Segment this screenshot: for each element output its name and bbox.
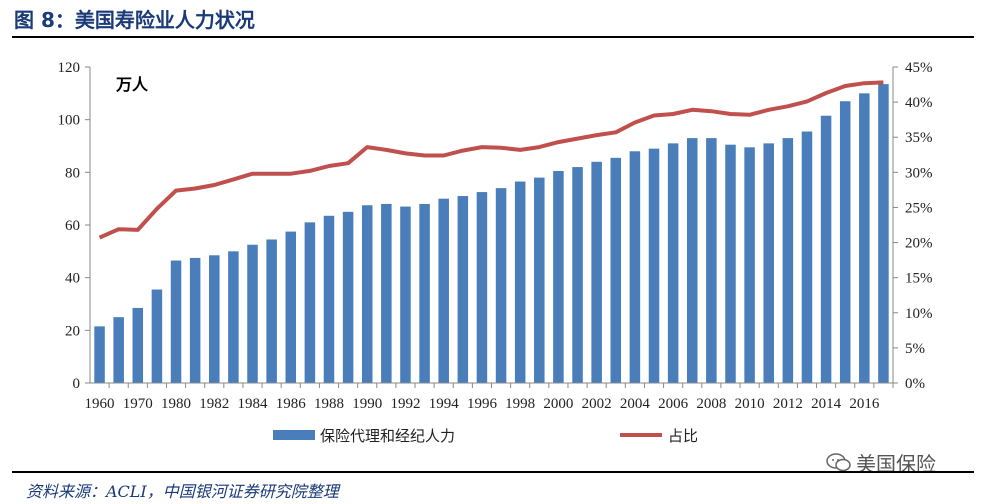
- wechat-icon: [826, 452, 851, 471]
- bar-1984: [247, 244, 258, 383]
- legend: 保险代理和经纪人力 占比: [273, 427, 698, 445]
- source-note: 资料来源：ACLI，中国银河证券研究院整理: [26, 482, 339, 501]
- bar-2016: [859, 93, 870, 383]
- x-tick-label: 2006: [658, 396, 689, 412]
- left-tick-label: 80: [65, 165, 80, 181]
- bar-2008: [706, 138, 717, 383]
- left-tick-label: 120: [58, 60, 81, 76]
- bar-1990: [361, 205, 373, 383]
- x-tick-label: 2002: [582, 396, 612, 412]
- bar-1992: [400, 206, 411, 383]
- x-tick-label: 1992: [390, 396, 420, 412]
- x-tick-label: 2014: [811, 396, 842, 412]
- legend-bar-swatch: [273, 430, 315, 440]
- x-tick-label: 2008: [696, 396, 726, 412]
- bar-2003: [610, 157, 622, 383]
- left-tick-label: 100: [58, 113, 81, 129]
- bar-2006: [667, 143, 679, 383]
- bar-2002: [591, 161, 602, 383]
- left-tick-label: 20: [65, 323, 80, 339]
- bar-1989: [342, 211, 354, 383]
- bar-1991: [381, 203, 392, 383]
- left-axis: 0 20 40 60 80 100 120: [58, 60, 91, 392]
- right-tick-label: 25%: [905, 200, 933, 216]
- bar-2000: [553, 171, 564, 383]
- bar-2009: [725, 144, 736, 383]
- bar-1975: [151, 289, 163, 383]
- bar-1998: [514, 181, 526, 383]
- share-line: [98, 80, 884, 240]
- right-tick-label: 5%: [905, 341, 925, 357]
- bar-1960: [94, 326, 105, 383]
- bar-1994: [438, 198, 449, 383]
- figure-title: 图 8：美国寿险业人力状况: [14, 8, 255, 32]
- legend-line-label: 占比: [668, 427, 698, 445]
- bar-2011: [763, 143, 774, 383]
- unit-label: 万人: [115, 75, 149, 94]
- bar-1985: [266, 239, 277, 383]
- left-tick-label: 60: [65, 218, 80, 234]
- x-tick-label: 1980: [161, 396, 191, 412]
- bar-1970: [132, 307, 144, 383]
- bar-series: [94, 84, 889, 383]
- right-tick-label: 0%: [905, 376, 925, 392]
- x-tick-label: 1994: [429, 396, 460, 412]
- bar-2017: [878, 84, 889, 383]
- bar-1986: [285, 231, 297, 383]
- chart: 0 20 40 60 80 100 120 0% 5% 10% 15% 20% 25% 30% 35% 40…: [58, 60, 933, 445]
- x-tick-label: 2010: [735, 396, 765, 412]
- right-tick-label: 35%: [905, 130, 933, 146]
- bar-1993: [419, 203, 430, 383]
- bar-1982: [209, 255, 220, 383]
- bar-2004: [629, 151, 641, 383]
- right-axis: 0% 5% 10% 15% 20% 25% 30% 35% 40% 45%: [892, 60, 933, 392]
- right-tick-label: 40%: [905, 95, 933, 111]
- right-tick-label: 30%: [905, 165, 933, 181]
- bar-1987: [304, 222, 316, 383]
- bar-1999: [534, 177, 545, 383]
- bar-1983: [228, 251, 239, 383]
- x-tick-label: 1982: [199, 396, 229, 412]
- x-axis: 1960 1970 1980 1982 1984 1986 1988 1990 1992 1994…: [85, 382, 894, 412]
- x-tick-label: 1990: [352, 396, 382, 412]
- right-tick-label: 20%: [905, 236, 933, 252]
- bottom-divider: [12, 471, 974, 473]
- bar-1965: [113, 317, 124, 383]
- bar-2013: [801, 131, 813, 383]
- bar-2015: [839, 101, 851, 383]
- x-tick-label: 1960: [85, 396, 115, 412]
- top-divider: [12, 36, 974, 38]
- x-tick-label: 1988: [314, 396, 344, 412]
- right-tick-label: 15%: [905, 271, 933, 287]
- x-tick-label: 1996: [467, 396, 498, 412]
- x-tick-label: 1998: [505, 396, 535, 412]
- bar-1980: [170, 260, 182, 383]
- x-tick-label: 2000: [543, 396, 573, 412]
- line-series: [98, 80, 884, 240]
- x-tick-label: 1986: [276, 396, 307, 412]
- bar-2001: [572, 167, 583, 383]
- bar-2012: [782, 138, 794, 383]
- bar-2010: [744, 147, 755, 383]
- bar-1997: [495, 188, 507, 383]
- bar-1981: [189, 257, 201, 383]
- bar-1995: [457, 196, 469, 383]
- x-tick-label: 1970: [123, 396, 153, 412]
- bar-2014: [820, 115, 832, 383]
- left-tick-label: 40: [65, 271, 80, 287]
- bar-2005: [648, 148, 660, 383]
- bar-1988: [323, 215, 335, 383]
- x-tick-label: 1984: [238, 396, 269, 412]
- right-tick-label: 45%: [905, 60, 933, 76]
- x-tick-label: 2016: [849, 396, 880, 412]
- left-tick-label: 0: [73, 376, 81, 392]
- bar-1996: [476, 192, 488, 383]
- x-tick-label: 2012: [773, 396, 803, 412]
- legend-bar-label: 保险代理和经纪人力: [320, 427, 455, 445]
- bar-2007: [686, 138, 698, 383]
- x-tick-label: 2004: [620, 396, 651, 412]
- right-tick-label: 10%: [905, 306, 933, 322]
